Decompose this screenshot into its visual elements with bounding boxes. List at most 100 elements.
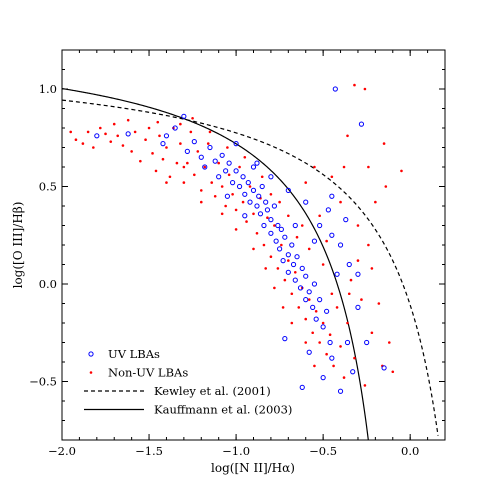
uv-lba-point: [247, 199, 253, 205]
uv-lba-point: [184, 148, 190, 154]
kewley-curve: [62, 99, 439, 436]
non-uv-lba-point: [154, 169, 158, 173]
non-uv-lba-point: [346, 134, 349, 138]
y-tick-label: 1.0: [39, 82, 57, 96]
non-uv-lba-point: [370, 267, 374, 270]
uv-lba-point: [207, 144, 213, 151]
non-uv-lba-point: [104, 132, 107, 136]
legend-marker: [88, 351, 94, 357]
non-uv-lba-point: [325, 352, 328, 356]
tick-labels: −2.0 −1.5 −1.0 −0.5 0.0 −0.5 0.0 0.5 1.0: [29, 82, 419, 458]
uv-lba-point: [226, 160, 232, 166]
non-uv-lba-point: [220, 185, 224, 188]
non-uv-lba-point: [217, 161, 220, 165]
non-uv-lba-point: [342, 165, 346, 169]
non-uv-lba-point: [287, 214, 290, 218]
non-uv-lba-point: [295, 235, 299, 239]
uv-lba-point: [230, 180, 236, 186]
non-uv-lba-point: [262, 243, 266, 247]
non-uv-lba-point: [339, 200, 342, 204]
non-uv-lba-point: [241, 200, 245, 204]
uv-lba-point: [245, 180, 251, 186]
uv-lba-point: [275, 222, 281, 229]
non-uv-lba-point: [276, 267, 280, 270]
uv-lba-point: [325, 207, 331, 213]
y-tick-label: −0.5: [29, 375, 57, 389]
legend-uv-lbas: UV LBAs: [88, 347, 160, 361]
non-uv-lba-point: [158, 134, 161, 138]
non-uv-lba-point: [182, 165, 186, 169]
legend-kauffmann: Kauffmann et al. (2003): [84, 403, 292, 417]
y-tick-label: 0.5: [39, 180, 57, 194]
non-uv-lba-point: [391, 370, 395, 374]
non-uv-lba-point: [234, 208, 238, 212]
non-uv-lba-point: [231, 193, 234, 196]
uv-lba-point: [219, 152, 225, 158]
uv-lba-point: [181, 113, 187, 119]
non-uv-lba-point: [260, 175, 264, 179]
uv-lba-point: [313, 316, 319, 322]
non-uv-lba-point: [199, 200, 203, 204]
uv-lba-point: [285, 252, 291, 258]
non-uv-lba-point: [269, 193, 273, 196]
non-uv-lba-point: [384, 185, 388, 188]
non-uv-lba-point: [377, 302, 381, 305]
non-uv-lba-point: [330, 292, 334, 296]
uv-lba-point: [250, 164, 257, 170]
non-uv-lba-point: [182, 181, 186, 184]
non-uv-lba-point: [400, 169, 403, 173]
uv-lba-point: [94, 133, 100, 139]
uv-lba-point: [233, 141, 239, 147]
non-uv-lba-point: [196, 150, 200, 153]
non-uv-lba-point: [290, 292, 294, 296]
non-uv-lba-point: [165, 146, 168, 149]
non-uv-lba-point: [367, 243, 370, 247]
uv-lba-point: [306, 349, 312, 355]
uv-lba-point: [346, 261, 352, 268]
non-uv-lba-point: [314, 310, 318, 313]
uv-lba-point: [256, 193, 262, 199]
non-uv-lba-point: [290, 321, 294, 325]
x-tick-label: −2.0: [48, 444, 76, 458]
non-uv-lba-point: [191, 116, 194, 120]
legend: UV LBAs Non-UV LBAs Kewley et al. (2001) Ka…: [84, 347, 292, 417]
non-uv-lba-point: [156, 120, 160, 124]
non-uv-lba-point: [226, 146, 229, 149]
uv-lba-point: [242, 213, 248, 219]
legend-label: Kauffmann et al. (2003): [154, 403, 292, 417]
non-uv-lba-point: [234, 228, 238, 231]
non-uv-lba-point: [264, 267, 267, 270]
non-uv-lba-point: [165, 181, 168, 184]
plot-area: [61, 49, 446, 441]
uv-lba-point: [198, 154, 204, 160]
uv-lba-point: [240, 174, 246, 180]
non-uv-lba-point: [69, 130, 73, 134]
non-uv-lba-point: [304, 317, 308, 321]
non-uv-lba-point: [248, 185, 252, 188]
non-uv-lba-point: [346, 321, 349, 325]
uv-lba-point: [257, 211, 264, 217]
non-uv-lba-point: [278, 200, 281, 204]
non-uv-lba-point: [74, 138, 78, 141]
uv-lba-point: [329, 355, 335, 361]
non-uv-lba-point: [99, 126, 102, 130]
uv-lba-point: [303, 199, 309, 205]
non-uv-lba-point: [175, 161, 179, 165]
non-uv-lba-point: [273, 286, 276, 290]
non-uv-lba-point: [112, 122, 116, 126]
non-uv-lba-point: [356, 259, 360, 262]
non-uv-lba-point: [116, 134, 120, 138]
non-uv-lba-point: [363, 384, 367, 387]
uv-lba-point: [327, 339, 333, 346]
non-uv-lba-point: [328, 333, 332, 337]
x-tick-label: −0.5: [309, 444, 337, 458]
non-uv-lba-point: [304, 181, 308, 184]
non-uv-lba-point: [227, 173, 231, 177]
uv-lba-point: [224, 193, 230, 199]
non-uv-lba-point: [151, 152, 154, 155]
uv-lba-point: [282, 234, 288, 240]
non-uv-lba-point: [363, 87, 367, 91]
non-uv-lba-point: [335, 306, 339, 309]
non-uv-lba-point: [121, 144, 125, 147]
non-uv-lba-point: [307, 247, 311, 251]
